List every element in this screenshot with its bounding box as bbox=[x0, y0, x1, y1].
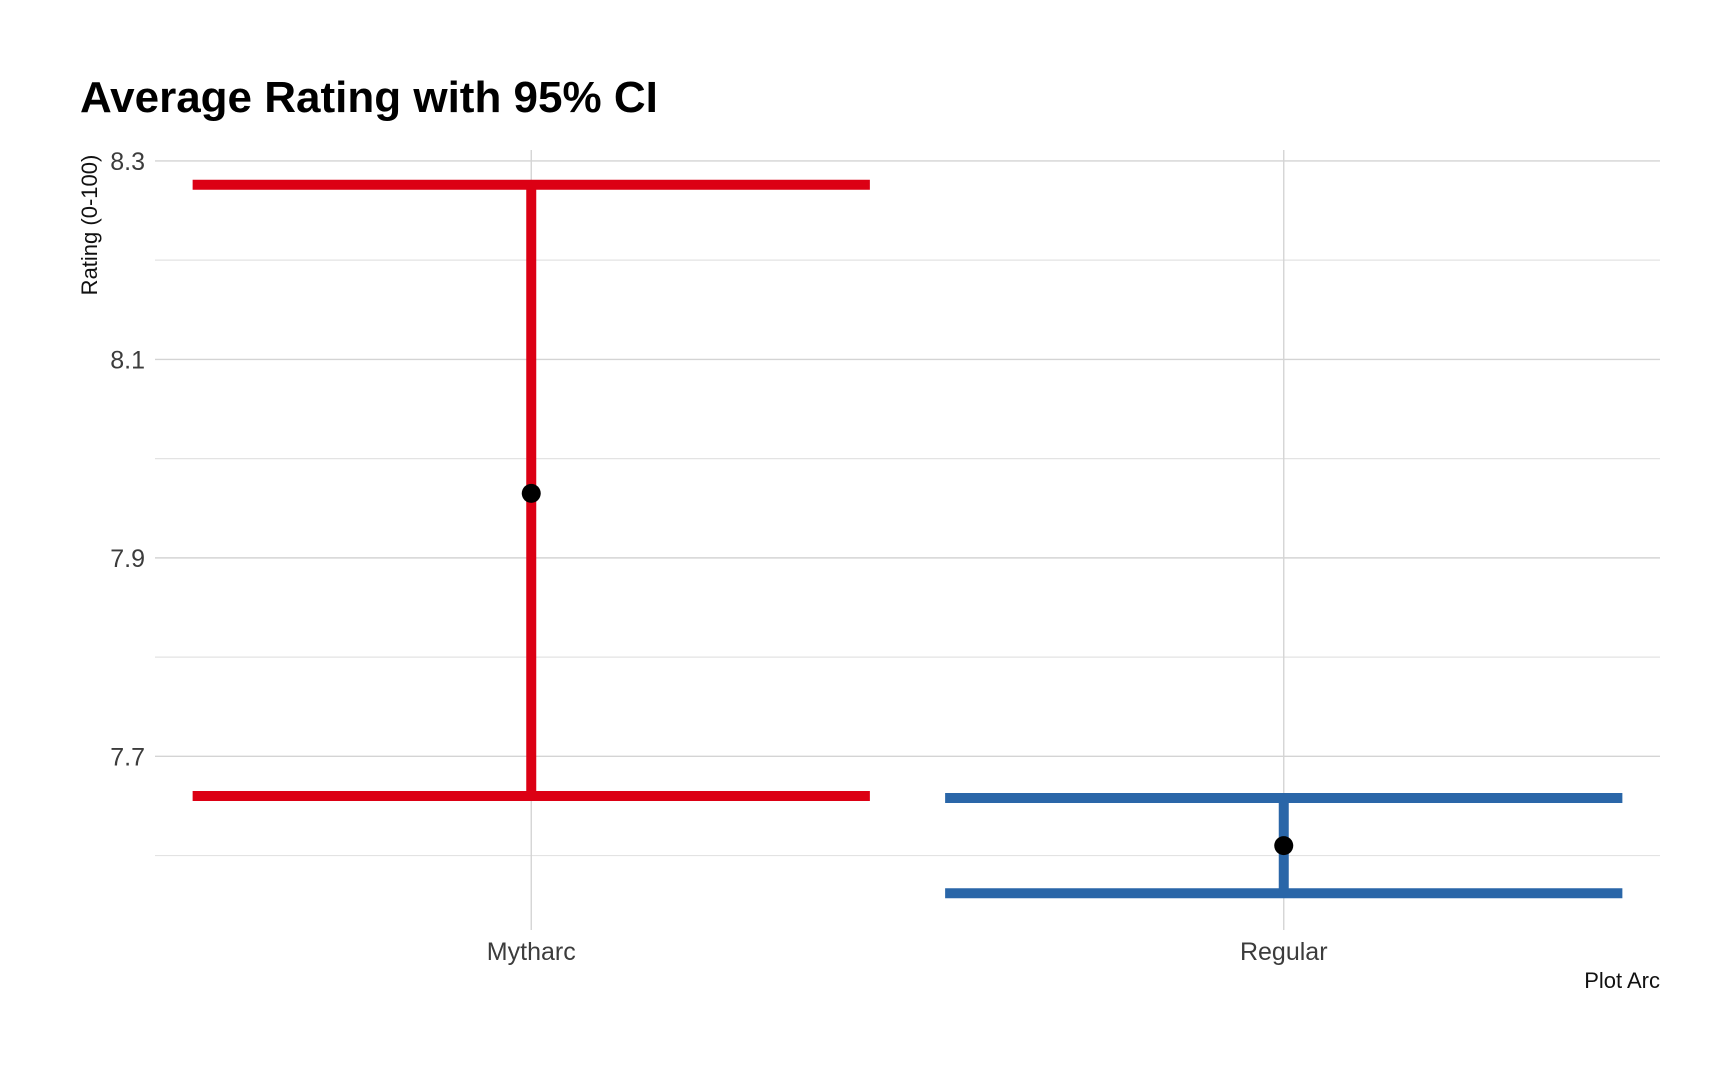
y-tick-label: 7.7 bbox=[110, 743, 145, 771]
mean-points bbox=[521, 483, 1294, 856]
chart-title: Average Rating with 95% CI bbox=[80, 73, 658, 122]
mean-point-regular bbox=[1274, 836, 1294, 856]
error-bars bbox=[192, 179, 1623, 899]
x-tick-label: Regular bbox=[1240, 938, 1328, 966]
y-tick-label: 7.9 bbox=[110, 545, 145, 573]
mean-point-mytharc bbox=[521, 483, 541, 503]
x-axis-title: Plot Arc bbox=[1584, 968, 1660, 993]
y-axis-ticks: 7.7 7.9 8.1 8.3 bbox=[110, 148, 145, 771]
y-axis-title: Rating (0-100) bbox=[77, 155, 102, 296]
y-tick-label: 8.3 bbox=[110, 148, 145, 176]
x-tick-label: Mytharc bbox=[487, 938, 576, 966]
x-axis-ticks: Mytharc Regular bbox=[487, 938, 1328, 966]
y-tick-label: 8.1 bbox=[110, 346, 145, 374]
grid bbox=[155, 150, 1660, 930]
